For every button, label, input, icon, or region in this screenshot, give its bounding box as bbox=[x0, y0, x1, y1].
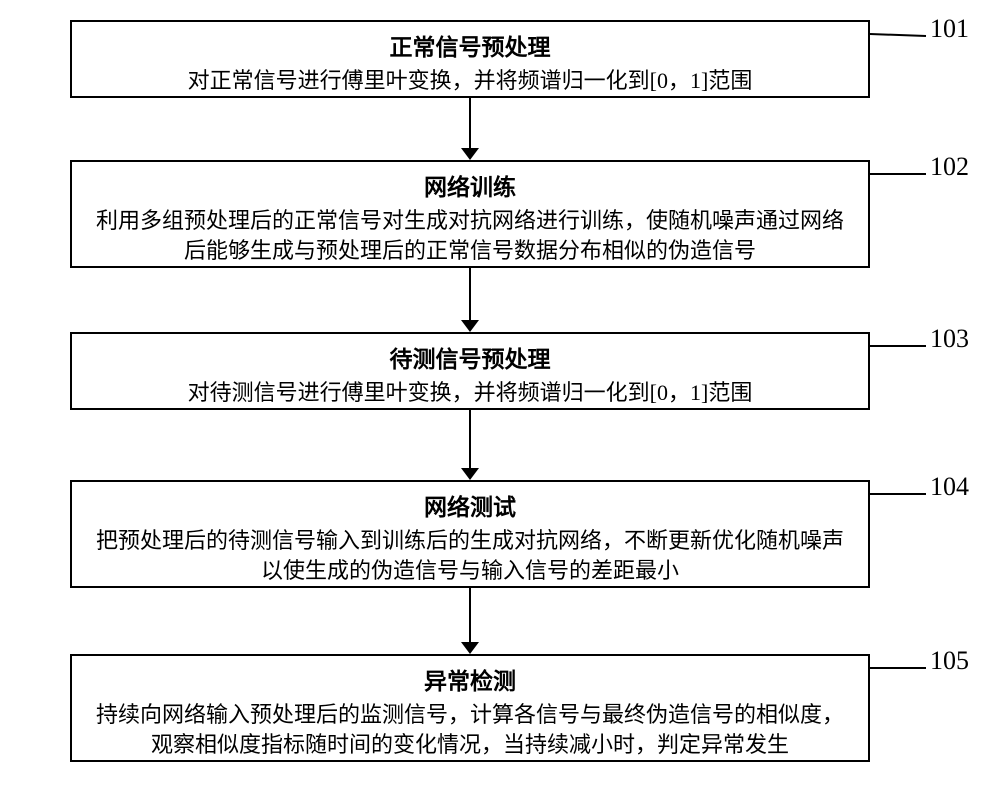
flow-arrow bbox=[0, 0, 1000, 808]
flowchart-canvas: 正常信号预处理对正常信号进行傅里叶变换，并将频谱归一化到[0，1]范围101网络… bbox=[0, 0, 1000, 808]
